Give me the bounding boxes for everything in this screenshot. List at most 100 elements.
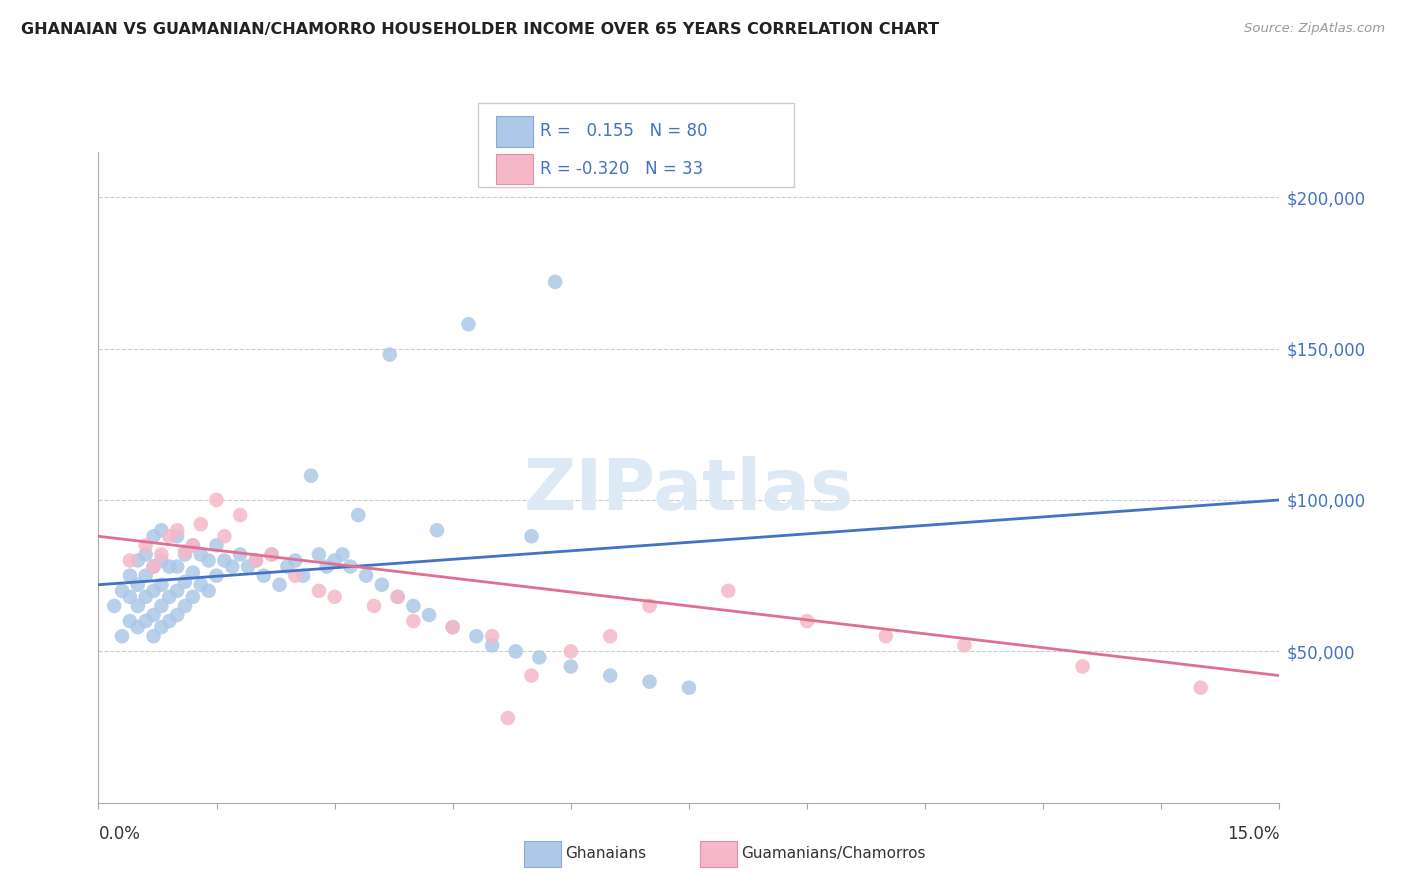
Point <box>245 553 267 567</box>
Point <box>323 553 346 567</box>
Point <box>142 607 165 622</box>
Point <box>953 638 976 652</box>
Point <box>166 583 188 598</box>
Point <box>190 578 212 592</box>
Point <box>308 583 330 598</box>
Point <box>544 275 567 289</box>
Point <box>157 590 180 604</box>
Point <box>150 578 173 592</box>
Point <box>111 583 134 598</box>
Point <box>127 553 149 567</box>
Point <box>166 529 188 543</box>
Point <box>292 568 315 582</box>
Point <box>402 614 425 628</box>
Point <box>387 590 409 604</box>
Point <box>127 578 149 592</box>
Point <box>363 599 385 613</box>
Point <box>181 590 204 604</box>
Point <box>638 674 661 689</box>
Point <box>214 553 236 567</box>
Point <box>371 578 394 592</box>
Point <box>496 711 519 725</box>
Point <box>520 668 543 682</box>
Point <box>197 553 219 567</box>
Point <box>402 599 425 613</box>
Point <box>118 553 141 567</box>
Point <box>174 544 197 558</box>
Point <box>253 568 276 582</box>
Point <box>157 614 180 628</box>
Point <box>142 529 165 543</box>
Point <box>418 607 440 622</box>
Point <box>308 548 330 562</box>
Point <box>441 620 464 634</box>
Point <box>221 559 243 574</box>
Point <box>150 523 173 537</box>
Point <box>174 599 197 613</box>
Point <box>190 548 212 562</box>
Point <box>103 599 125 613</box>
Point <box>111 629 134 643</box>
Point <box>127 599 149 613</box>
Point <box>150 599 173 613</box>
Point <box>560 644 582 658</box>
Point <box>339 559 361 574</box>
Text: Source: ZipAtlas.com: Source: ZipAtlas.com <box>1244 22 1385 36</box>
Point <box>332 548 354 562</box>
Point <box>481 638 503 652</box>
Point <box>205 492 228 507</box>
Point <box>465 629 488 643</box>
Point <box>717 583 740 598</box>
Point <box>1189 681 1212 695</box>
Point <box>174 548 197 562</box>
Text: 15.0%: 15.0% <box>1227 825 1279 843</box>
Point <box>205 568 228 582</box>
Point <box>354 568 377 582</box>
Point <box>127 620 149 634</box>
Point <box>457 318 479 332</box>
Point <box>157 529 180 543</box>
Point <box>284 568 307 582</box>
Point <box>276 559 298 574</box>
Point <box>150 620 173 634</box>
Point <box>387 590 409 604</box>
Point <box>142 559 165 574</box>
Point <box>135 538 157 552</box>
Point <box>236 559 259 574</box>
Point <box>181 566 204 580</box>
Text: Ghanaians: Ghanaians <box>565 847 647 861</box>
Point <box>1071 659 1094 673</box>
Point <box>299 468 322 483</box>
Point <box>150 548 173 562</box>
Point <box>135 590 157 604</box>
Point <box>157 559 180 574</box>
Point <box>315 559 337 574</box>
Point <box>520 529 543 543</box>
Point <box>166 607 188 622</box>
Point <box>529 650 551 665</box>
Point <box>638 599 661 613</box>
Point <box>505 644 527 658</box>
Point <box>166 559 188 574</box>
Point <box>245 553 267 567</box>
Point <box>214 529 236 543</box>
Point <box>118 590 141 604</box>
Point <box>560 659 582 673</box>
Point <box>260 548 283 562</box>
Point <box>796 614 818 628</box>
Point <box>142 583 165 598</box>
Point <box>323 590 346 604</box>
Point <box>118 614 141 628</box>
Point <box>142 559 165 574</box>
Point <box>150 553 173 567</box>
Point <box>875 629 897 643</box>
Point <box>347 508 370 522</box>
Point <box>229 548 252 562</box>
Text: R = -0.320   N = 33: R = -0.320 N = 33 <box>540 161 703 178</box>
Point <box>181 538 204 552</box>
Point <box>142 629 165 643</box>
Point <box>174 574 197 589</box>
Point <box>678 681 700 695</box>
Point <box>205 538 228 552</box>
Point <box>426 523 449 537</box>
